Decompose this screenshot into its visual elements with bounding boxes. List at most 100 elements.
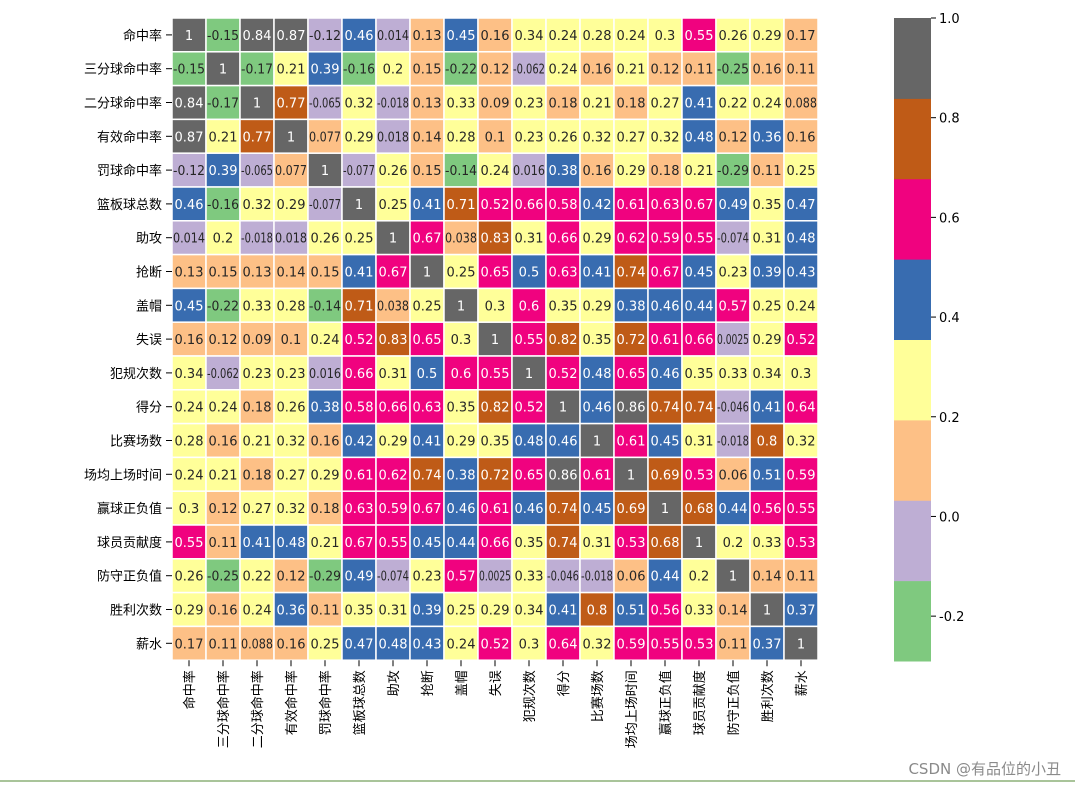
x-tick-label: 防守正负值 — [726, 670, 742, 735]
cell-value-label: 0.28 — [175, 435, 204, 450]
heatmap-cell — [613, 17, 649, 53]
heatmap-cell — [409, 287, 445, 323]
cell-value-label: 0.72 — [617, 333, 646, 348]
heatmap-cell — [443, 287, 479, 323]
colorbar-tick-label: 0.6 — [939, 211, 960, 226]
cell-value-label: 0.25 — [753, 299, 782, 314]
heatmap-cell — [511, 558, 547, 594]
heatmap-cell — [341, 524, 377, 560]
y-tick-label: 三分球命中率 — [84, 62, 162, 78]
cell-value-label: 0.61 — [345, 468, 374, 483]
heatmap-cell — [647, 253, 683, 290]
cell-value-label: 0.45 — [685, 266, 714, 281]
cell-value-label: 0.57 — [719, 299, 748, 314]
cell-value-label: 0.32 — [651, 130, 680, 145]
cell-value-label: 0.83 — [481, 232, 510, 247]
heatmap-cell — [783, 591, 819, 628]
cell-value-label: 0.34 — [175, 367, 204, 382]
cell-value-label: 0.69 — [617, 502, 646, 517]
cell-value-label: 0.15 — [209, 266, 238, 281]
cell-value-label: -0.29 — [717, 164, 749, 179]
cell-value-label: 0.87 — [175, 130, 204, 145]
cell-value-label: 0.25 — [447, 604, 476, 619]
cell-value-label: 0.45 — [651, 435, 680, 450]
cell-value-label: 0.67 — [413, 502, 442, 517]
cell-value-label: 0.62 — [379, 468, 408, 483]
cell-value-label: 1 — [355, 198, 363, 213]
heatmap-cell — [545, 389, 581, 425]
heatmap-cell — [409, 186, 445, 222]
heatmap-cell — [783, 186, 819, 222]
y-tick-label: 胜利次数 — [110, 603, 162, 619]
cell-value-label: 0.46 — [583, 401, 612, 416]
cell-value-label: 0.46 — [345, 29, 374, 44]
colorbar-segment — [894, 98, 931, 180]
cell-value-label: 0.43 — [413, 637, 442, 652]
cell-value-label: 0.27 — [651, 97, 680, 112]
cell-value-label: -0.14 — [445, 164, 477, 179]
heatmap-cell — [341, 422, 377, 459]
heatmap-cell — [749, 321, 785, 357]
cell-value-label: 0.28 — [447, 130, 476, 145]
cell-value-label: 0.077 — [309, 130, 341, 145]
cell-value-label: 0.24 — [311, 333, 340, 348]
cell-value-label: 0.49 — [345, 570, 374, 585]
heatmap-cell — [749, 456, 785, 492]
cell-value-label: 0.22 — [243, 570, 272, 585]
cell-value-label: 0.29 — [753, 333, 782, 348]
heatmap-cell — [477, 51, 513, 87]
heatmap-cell — [545, 355, 581, 391]
heatmap-cell — [239, 51, 275, 87]
cell-value-label: -0.17 — [207, 97, 239, 112]
cell-value-label: 0.61 — [651, 333, 680, 348]
cell-value-label: 0.33 — [685, 604, 714, 619]
cell-value-label: 0.46 — [549, 435, 578, 450]
heatmap-cell — [239, 389, 275, 425]
cell-value-label: 0.82 — [481, 401, 510, 416]
cell-value-label: 0.35 — [583, 333, 612, 348]
cell-value-label: 0.3 — [791, 367, 812, 382]
heatmap-cell — [749, 490, 785, 526]
heatmap-cell — [477, 253, 513, 290]
cell-value-label: 0.53 — [685, 468, 714, 483]
cell-value-label: 0.59 — [617, 637, 646, 652]
y-tick-label: 抢断 — [136, 265, 162, 281]
cell-value-label: 0.41 — [345, 266, 374, 281]
x-tick-label: 失误 — [489, 670, 504, 696]
cell-value-label: -0.25 — [207, 570, 239, 585]
cell-value-label: 0.53 — [685, 637, 714, 652]
x-tick-label: 命中率 — [182, 670, 198, 709]
cell-value-label: -0.15 — [173, 63, 205, 78]
x-tick-label: 有效命中率 — [284, 670, 300, 735]
heatmap-cell — [409, 389, 445, 425]
cell-value-label: 1 — [661, 502, 669, 517]
heatmap-cell — [205, 152, 241, 188]
cell-value-label: 0.42 — [345, 435, 374, 450]
cell-value-label: 0.17 — [175, 637, 204, 652]
heatmap-cell — [341, 253, 377, 290]
heatmap-cell — [749, 220, 785, 256]
heatmap-cell — [715, 17, 751, 53]
colorbar-tick-label: 0.8 — [939, 112, 960, 127]
heatmap-cell — [443, 355, 479, 391]
cell-value-label: 0.61 — [583, 468, 612, 483]
x-tick-label: 罚球命中率 — [318, 670, 334, 735]
cell-value-label: 0.71 — [345, 299, 374, 314]
cell-value-label: 0.35 — [549, 299, 578, 314]
heatmap-cell — [511, 152, 547, 188]
heatmap-cell — [749, 84, 785, 121]
cell-value-label: 0.16 — [277, 637, 306, 652]
heatmap-cell — [749, 558, 785, 594]
colorbar-tick-label: 0.2 — [939, 411, 960, 426]
cell-value-label: 0.39 — [209, 164, 238, 179]
heatmap-cell — [545, 625, 581, 661]
cell-value-label: 1 — [627, 468, 635, 483]
cell-value-label: 0.52 — [481, 198, 510, 213]
cell-value-label: 0.41 — [549, 604, 578, 619]
cell-value-label: 0.18 — [243, 401, 272, 416]
heatmap-cell — [681, 287, 717, 323]
cell-value-label: 0.64 — [549, 637, 578, 652]
heatmap-cell — [477, 118, 513, 154]
heatmap-cell — [545, 558, 581, 594]
